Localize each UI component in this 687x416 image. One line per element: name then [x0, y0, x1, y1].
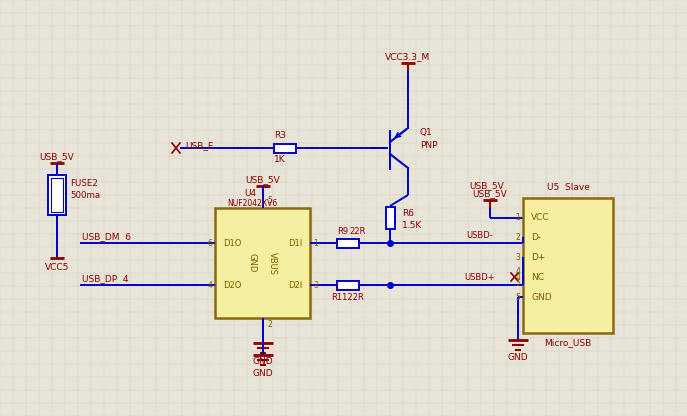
Text: VBUS: VBUS	[268, 252, 277, 275]
Text: 5: 5	[515, 278, 520, 287]
Bar	[385, 207, 394, 229]
Text: 4: 4	[515, 267, 520, 275]
Text: 1.5K: 1.5K	[402, 220, 423, 230]
Text: D+: D+	[531, 253, 545, 262]
Text: 1: 1	[515, 213, 520, 223]
Bar	[337, 280, 359, 290]
Text: U5  Slave: U5 Slave	[547, 183, 589, 193]
Text: 5: 5	[515, 292, 520, 302]
Text: USB_DP  4: USB_DP 4	[82, 275, 128, 283]
Text: USBD+: USBD+	[464, 273, 495, 282]
Text: Q1: Q1	[420, 129, 433, 138]
Text: USB_E: USB_E	[185, 141, 214, 151]
Text: 2: 2	[515, 233, 520, 242]
Text: 1: 1	[313, 238, 318, 248]
Text: USB_DM  6: USB_DM 6	[82, 233, 131, 242]
Text: 2: 2	[267, 320, 272, 329]
Bar	[274, 144, 296, 153]
Text: VCC: VCC	[531, 213, 550, 223]
Text: 4: 4	[207, 280, 212, 290]
Text: GND: GND	[252, 369, 273, 377]
Text: 3: 3	[313, 280, 318, 290]
Text: 500ma: 500ma	[70, 191, 100, 200]
Text: R1122R: R1122R	[332, 292, 364, 302]
Text: USB_5V: USB_5V	[470, 181, 504, 191]
Bar	[337, 238, 359, 248]
Bar	[48, 175, 66, 215]
Text: Micro_USB: Micro_USB	[544, 339, 592, 347]
Text: NUF2042XV6: NUF2042XV6	[227, 200, 278, 208]
Text: GND: GND	[248, 253, 257, 272]
Text: VCC3.3_M: VCC3.3_M	[385, 52, 431, 62]
Text: 3: 3	[515, 253, 520, 262]
Text: GND: GND	[531, 292, 552, 302]
Text: D2O: D2O	[223, 280, 241, 290]
Text: PNP: PNP	[420, 141, 438, 149]
Text: 22R: 22R	[350, 226, 366, 235]
Text: R3: R3	[274, 131, 286, 141]
Text: USB_5V: USB_5V	[40, 153, 74, 161]
Text: VCC5: VCC5	[45, 263, 69, 272]
Text: U4: U4	[245, 190, 257, 198]
Text: NC: NC	[531, 272, 544, 282]
Text: R9: R9	[337, 226, 348, 235]
Text: 6: 6	[207, 238, 212, 248]
Bar	[523, 198, 613, 333]
Text: GND: GND	[508, 354, 528, 362]
Text: D2I: D2I	[288, 280, 302, 290]
Text: 5: 5	[267, 196, 272, 205]
Text: GND: GND	[252, 357, 273, 366]
Text: D-: D-	[531, 233, 541, 242]
Text: USBD-: USBD-	[466, 231, 493, 240]
Text: USB_5V: USB_5V	[473, 190, 508, 198]
Text: 1K: 1K	[274, 156, 286, 164]
Text: FUSE2: FUSE2	[70, 178, 98, 188]
Text: D1O: D1O	[223, 238, 241, 248]
Bar	[215, 208, 310, 318]
Text: D1I: D1I	[288, 238, 302, 248]
Bar	[51, 178, 63, 212]
Text: 4: 4	[515, 272, 520, 282]
Text: USB_5V: USB_5V	[245, 176, 280, 185]
Text: R6: R6	[402, 208, 414, 218]
